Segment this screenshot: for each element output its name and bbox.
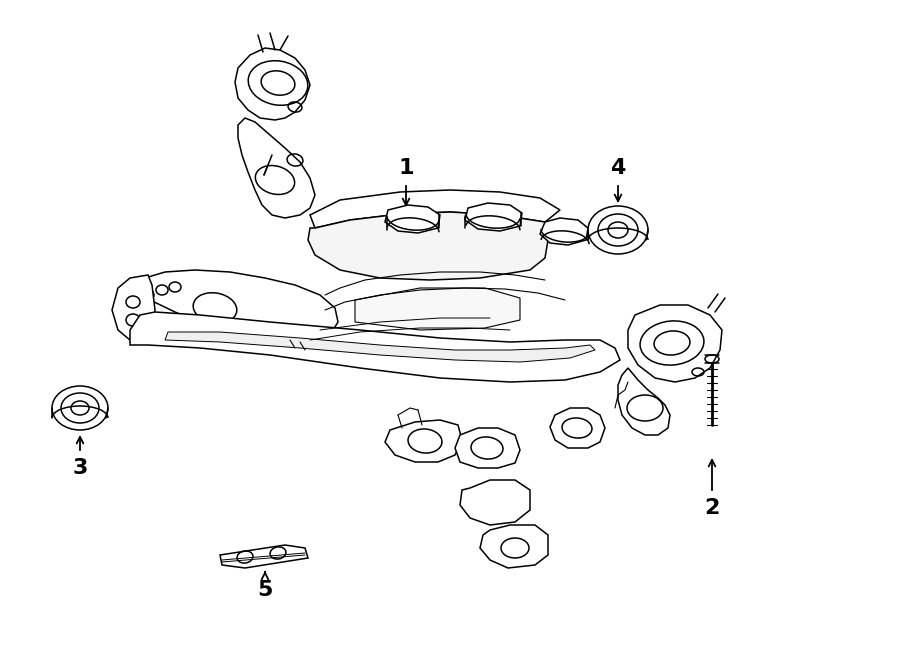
Ellipse shape (588, 206, 648, 254)
Ellipse shape (248, 61, 308, 105)
Polygon shape (460, 480, 530, 525)
Polygon shape (165, 332, 595, 362)
Text: 5: 5 (257, 580, 273, 600)
Polygon shape (385, 205, 440, 233)
Text: 4: 4 (610, 158, 626, 178)
Polygon shape (220, 545, 308, 568)
Polygon shape (540, 218, 588, 245)
Polygon shape (308, 212, 548, 280)
Polygon shape (130, 312, 620, 382)
Polygon shape (235, 48, 310, 120)
Ellipse shape (640, 321, 704, 365)
Text: 3: 3 (72, 458, 87, 478)
Polygon shape (310, 190, 560, 228)
Ellipse shape (52, 386, 108, 430)
Polygon shape (550, 408, 605, 448)
Polygon shape (385, 420, 462, 462)
Text: 2: 2 (705, 498, 720, 518)
Polygon shape (112, 275, 155, 342)
Polygon shape (465, 203, 522, 231)
Polygon shape (355, 288, 520, 330)
Polygon shape (130, 270, 338, 345)
Polygon shape (238, 118, 315, 218)
Polygon shape (455, 428, 520, 468)
Polygon shape (480, 525, 548, 568)
Text: 1: 1 (398, 158, 414, 178)
Polygon shape (618, 368, 670, 435)
Polygon shape (628, 305, 722, 382)
